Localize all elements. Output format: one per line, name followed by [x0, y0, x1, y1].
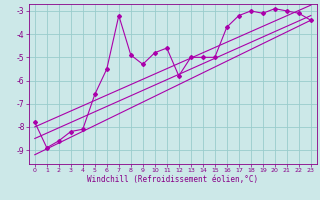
X-axis label: Windchill (Refroidissement éolien,°C): Windchill (Refroidissement éolien,°C) — [87, 175, 258, 184]
